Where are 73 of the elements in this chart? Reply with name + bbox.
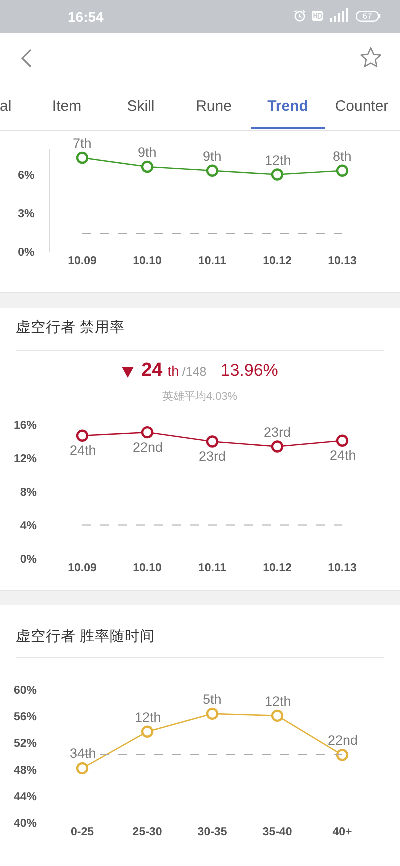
- y-tick-label: 16%: [14, 420, 37, 432]
- y-tick-label: 8%: [20, 487, 37, 500]
- annotation: 5th: [203, 692, 222, 707]
- annotation: 12th: [265, 153, 292, 168]
- point: [206, 164, 219, 177]
- annotation: 12th: [265, 694, 292, 709]
- y-tick-label: 6%: [18, 170, 35, 182]
- x-tick-label: 10.11: [198, 562, 228, 574]
- text: th: [168, 363, 180, 379]
- annotation: 9th: [138, 145, 157, 160]
- text: Skill: [126, 97, 156, 117]
- text: al: [0, 97, 12, 117]
- point: [76, 152, 89, 164]
- point: [76, 430, 89, 442]
- text: Counter: [334, 97, 390, 117]
- x-tick-label: 10.10: [133, 256, 162, 268]
- y-tick-label: 48%: [14, 764, 37, 777]
- y-tick-label: 12%: [14, 454, 37, 466]
- text: Trend: [268, 98, 308, 115]
- point: [336, 749, 349, 762]
- point: [141, 426, 154, 439]
- annotation: 24th: [330, 448, 356, 463]
- point: [141, 160, 154, 174]
- point: [336, 164, 349, 177]
- point: [141, 726, 154, 738]
- point: [271, 168, 284, 181]
- x-tick-label: 10.09: [68, 256, 97, 268]
- point: [76, 762, 89, 775]
- x-tick-label: 25-30: [132, 826, 162, 838]
- point: [336, 434, 349, 448]
- annotation: 7th: [73, 136, 92, 151]
- x-tick-label: 10.13: [328, 256, 357, 268]
- x-tick-label: 10.10: [133, 562, 162, 574]
- x-tick-label: 10.11: [198, 256, 228, 268]
- y-tick-label: 0%: [20, 554, 37, 566]
- annotation: 8th: [333, 149, 352, 164]
- x-tick-label: 35-40: [262, 826, 292, 838]
- y-tick-label: 0%: [18, 247, 35, 260]
- text: Rune: [195, 97, 233, 117]
- y-tick-label: 3%: [18, 208, 35, 220]
- text: /148: [182, 365, 207, 379]
- y-tick-label: 44%: [14, 791, 37, 804]
- point: [206, 436, 219, 448]
- x-tick-label: 10.12: [263, 562, 292, 574]
- text: 13.96%: [220, 361, 278, 381]
- annotation: 23rd: [264, 425, 292, 440]
- y-tick-label: 60%: [14, 685, 37, 698]
- x-tick-label: 40+: [332, 826, 353, 838]
- y-tick-label: 56%: [14, 712, 37, 724]
- text: Item: [51, 97, 83, 117]
- x-tick-label: 30-35: [198, 826, 228, 838]
- annotation: 22nd: [328, 733, 358, 748]
- annotation: 22nd: [133, 440, 164, 455]
- annotation: 23rd: [199, 449, 226, 464]
- x-tick-label: 0-25: [70, 826, 95, 838]
- point: [271, 710, 284, 722]
- annotation: 12th: [135, 710, 162, 725]
- text: 24: [142, 360, 163, 382]
- y-tick-label: 52%: [14, 738, 37, 750]
- chart-title: 虚空行者 胜率随时间: [16, 628, 156, 647]
- chart-title: 虚空行者 禁用率: [16, 318, 126, 338]
- y-tick-label: 4%: [20, 520, 37, 533]
- annotation: 9th: [203, 149, 222, 164]
- x-tick-label: 10.12: [263, 256, 292, 268]
- x-tick-label: 10.09: [68, 562, 97, 574]
- text: 16:54: [68, 9, 104, 25]
- annotation: 34th: [70, 746, 96, 761]
- point: [206, 708, 219, 720]
- point: [271, 440, 284, 453]
- annotation: 24th: [70, 443, 96, 458]
- y-tick-label: 40%: [14, 818, 37, 830]
- text: 英雄平均4.03%: [161, 390, 239, 404]
- x-tick-label: 10.13: [328, 562, 357, 574]
